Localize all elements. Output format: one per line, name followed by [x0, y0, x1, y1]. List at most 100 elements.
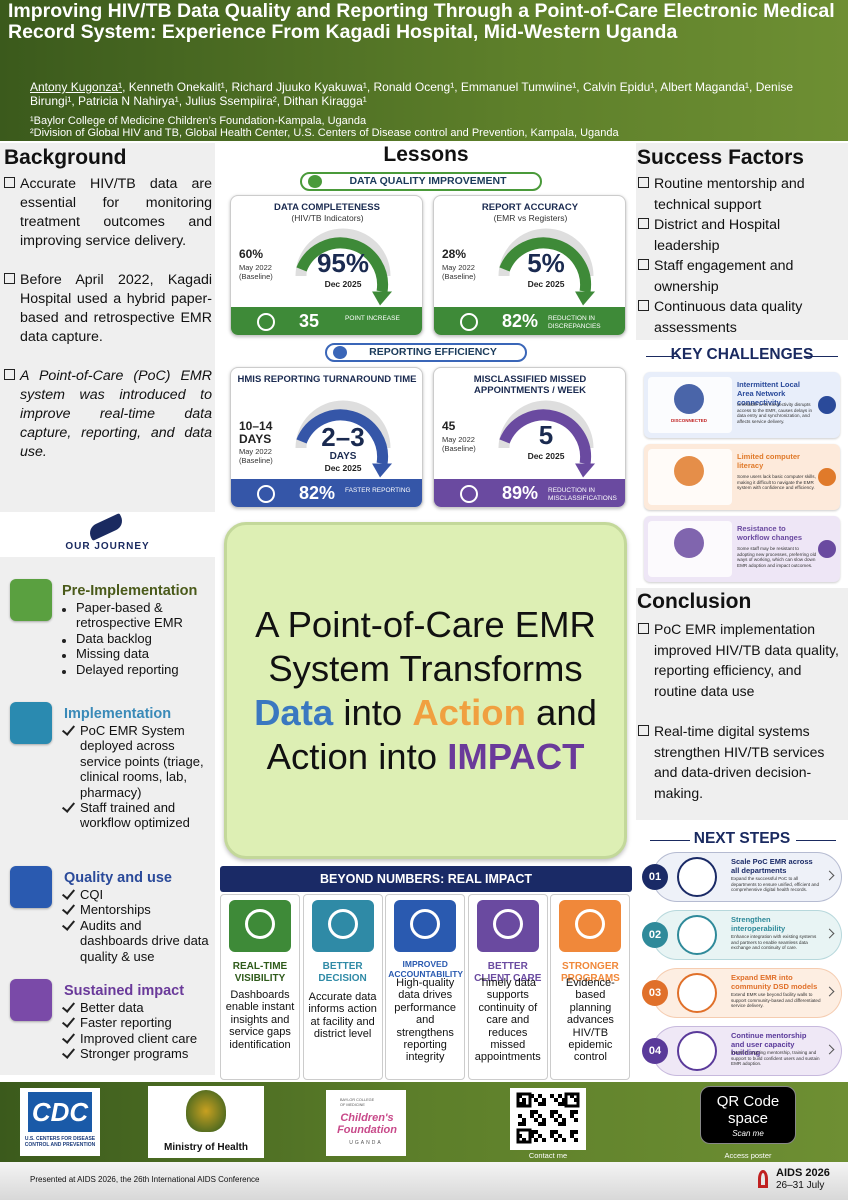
- conclusion-panel: Conclusion PoC EMR implementation improve…: [636, 588, 848, 820]
- gauge: [498, 228, 596, 306]
- stage-title: Sustained impact: [64, 983, 185, 999]
- affiliation: ¹Baylor College of Medicine Children’s F…: [30, 115, 367, 127]
- step-icon: [677, 915, 717, 955]
- bullet-marker: [62, 638, 66, 643]
- impact-card: BETTER DECISION Accurate data informs act…: [302, 894, 383, 1080]
- heading-rule: [796, 840, 836, 841]
- current-label: Dec 2025: [324, 463, 362, 473]
- footer-icon: [257, 313, 275, 331]
- footer-label: REDUCTION IN DISCREPANCIES: [548, 315, 601, 330]
- impact-title: REAL-TIME VISIBILITY: [232, 961, 288, 984]
- challenge-badge: [818, 468, 836, 486]
- gauge-arrow: [575, 463, 596, 478]
- qr-pattern: [516, 1092, 580, 1144]
- impact-text: Dashboards enable instant insights and s…: [225, 989, 295, 1051]
- card-title: HMIS REPORTING TURNAROUND TIME: [237, 374, 417, 385]
- bullet-marker: [62, 654, 66, 659]
- challenge-card: DISCONNECTED Intermittent Local Area Netw…: [644, 372, 840, 438]
- poster-title: Improving HIV/TB Data Quality and Report…: [8, 0, 835, 43]
- footer-value: 35: [299, 311, 320, 331]
- bullet-marker: [61, 799, 76, 813]
- gauge-arc: [499, 237, 592, 293]
- moh-name: Ministry of Health: [164, 1142, 248, 1153]
- baseline-label: May 2022 (Baseline): [442, 435, 476, 453]
- qr-cell: [534, 1110, 538, 1114]
- impact-card: STRONGER PROGRAMS Evidence-based planning…: [550, 894, 631, 1080]
- gauge-arrow: [575, 291, 596, 306]
- card-title: MISCLASSIFIED MISSED APPOINTMENTS / WEEK: [473, 374, 587, 396]
- impact-text: Timely data supports continuity of care …: [474, 977, 541, 1064]
- current-value: 2–3: [321, 422, 365, 452]
- access-label: Access poster: [724, 1151, 772, 1160]
- step-title: Expand EMR into community DSD models: [731, 973, 818, 991]
- statement-text: A Point-of-Care EMR System Transforms Da…: [246, 603, 606, 779]
- statement-segment: into: [333, 691, 413, 733]
- qr-cell: [542, 1098, 546, 1102]
- stage-item: Improved client care: [61, 1029, 212, 1046]
- cdc-logo: CDC U.S. CENTERS FOR DISEASE CONTROL AND …: [20, 1088, 100, 1156]
- qr-cell: [534, 1118, 538, 1122]
- cdc-name: U.S. CENTERS FOR DISEASE CONTROL AND PRE…: [24, 1136, 96, 1148]
- next-heading: NEXT STEPS: [693, 830, 791, 847]
- conclusion-list: PoC EMR implementation improved HIV/TB d…: [638, 619, 843, 823]
- gauge: [295, 228, 393, 306]
- footer-value: 82%: [299, 483, 336, 503]
- bullet-marker: [638, 259, 649, 270]
- bullet-marker: [61, 1014, 76, 1029]
- qr-cell: [534, 1130, 538, 1134]
- stage-icon: [10, 579, 52, 621]
- impact-circle: [245, 909, 275, 939]
- cdc-mark: CDC: [28, 1092, 92, 1132]
- metric-card: MISCLASSIFIED MISSED APPOINTMENTS / WEEK…: [433, 367, 626, 508]
- conclusion-text: Real-time digital systems strengthen HIV…: [654, 723, 825, 801]
- bullet-marker: [61, 886, 76, 900]
- stage-text: PoC EMR System deployed across service p…: [80, 723, 204, 800]
- stage-text: CQI: [80, 887, 104, 902]
- qr-cell: [570, 1094, 574, 1098]
- step-icon: [677, 1031, 717, 1071]
- qr-cell: [530, 1130, 534, 1134]
- stage-text: Staff trained and workflow optimized: [80, 800, 190, 831]
- impact-card: IMPROVED ACCOUNTABILITY High-quality data…: [385, 894, 466, 1080]
- qr-cell: [538, 1122, 542, 1126]
- footer-value: 89%: [502, 483, 539, 503]
- heading-rule: [806, 356, 838, 357]
- step-text: Invest in ongoing mentorship, training a…: [731, 1050, 820, 1067]
- qr-cell: [550, 1094, 554, 1098]
- bullet-marker: [4, 369, 15, 380]
- bullet-marker: [4, 177, 15, 188]
- stage-icon: [10, 702, 52, 744]
- stage-item: CQI: [61, 886, 212, 902]
- baylor-logo: BAYLOR COLLEGE OF MEDICINE Children's Fou…: [326, 1090, 406, 1156]
- bullet-marker: [61, 901, 76, 916]
- step-number: 02: [642, 922, 668, 948]
- impact-card: BETTER CLIENT CARE Timely data supports c…: [467, 894, 548, 1080]
- qr-cell: [530, 1134, 534, 1138]
- background-item: Accurate HIV/TB data are essential for m…: [4, 175, 212, 251]
- challenge-badge: [818, 540, 836, 558]
- stage-text: Stronger programs: [80, 1046, 189, 1062]
- background-text: Accurate HIV/TB data are essential for m…: [20, 176, 212, 249]
- baseline-label: May 2022 (Baseline): [442, 263, 476, 281]
- metric-card: DATA COMPLETENESS (HIV/TB Indicators) 60% M…: [230, 195, 423, 336]
- qr-cell: [558, 1122, 562, 1126]
- baseline-value: 60%: [239, 247, 264, 261]
- current-value: 5: [538, 420, 554, 450]
- statement-segment: Action: [412, 691, 526, 733]
- background-panel: Background Accurate HIV/TB data are essen…: [0, 143, 215, 512]
- baseline-value: 10–14 DAYS: [239, 419, 273, 446]
- background-item: A Point-of-Care (PoC) EMR system was int…: [4, 367, 212, 462]
- qr-cell: [530, 1094, 534, 1098]
- qr-cell: [538, 1102, 542, 1106]
- qr-cell: [522, 1138, 526, 1142]
- challenge-text: Some staff may be resistant to adopting …: [737, 546, 817, 568]
- metric-card: HMIS REPORTING TURNAROUND TIME 10–14 DAYS…: [230, 367, 423, 508]
- stage-title: Pre-Implementation: [62, 583, 198, 599]
- moh-logo: Ministry of Health: [148, 1086, 264, 1158]
- success-text: Routine mentorship and technical support: [654, 176, 805, 213]
- stage-item: Audits and dashboards drive data quality…: [61, 916, 212, 964]
- qr-cell: [522, 1118, 526, 1122]
- bullet-marker: [638, 177, 649, 188]
- background-text: A Point-of-Care (PoC) EMR system was int…: [20, 368, 212, 460]
- uganda-label: UGANDA: [349, 1140, 383, 1146]
